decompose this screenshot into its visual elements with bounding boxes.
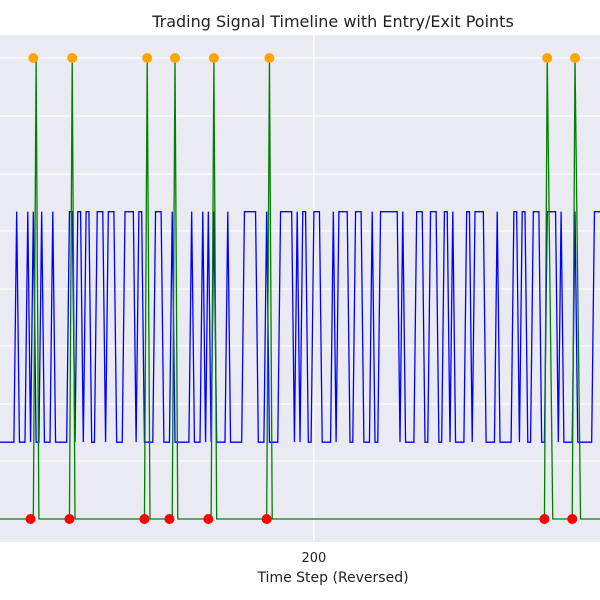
x-axis-label: Time Step (Reversed) bbox=[256, 570, 408, 586]
exit-point-marker bbox=[539, 514, 550, 524]
chart-title: Trading Signal Timeline with Entry/Exit … bbox=[151, 12, 514, 31]
x-tick-label: 200 bbox=[301, 551, 326, 566]
exit-point-marker bbox=[203, 514, 214, 524]
series-line-2 bbox=[0, 57, 600, 520]
entry-point-marker bbox=[208, 53, 219, 63]
exit-point-marker bbox=[64, 514, 75, 524]
entry-point-marker bbox=[264, 53, 275, 63]
entry-point-marker bbox=[570, 53, 580, 63]
exit-point-marker bbox=[261, 514, 272, 524]
entry-point-marker bbox=[28, 53, 39, 63]
entry-point-marker bbox=[142, 53, 153, 63]
signal-markers bbox=[25, 53, 580, 524]
exit-point-marker bbox=[25, 514, 36, 524]
entry-point-marker bbox=[170, 53, 180, 63]
series-line-1 bbox=[0, 211, 600, 443]
x-ticks: 200 bbox=[301, 551, 326, 566]
exit-point-marker bbox=[139, 514, 150, 524]
entry-point-marker bbox=[67, 53, 78, 63]
series-lines bbox=[0, 57, 600, 520]
entry-point-marker bbox=[542, 53, 553, 63]
exit-point-marker bbox=[164, 514, 175, 524]
exit-point-marker bbox=[567, 514, 578, 524]
